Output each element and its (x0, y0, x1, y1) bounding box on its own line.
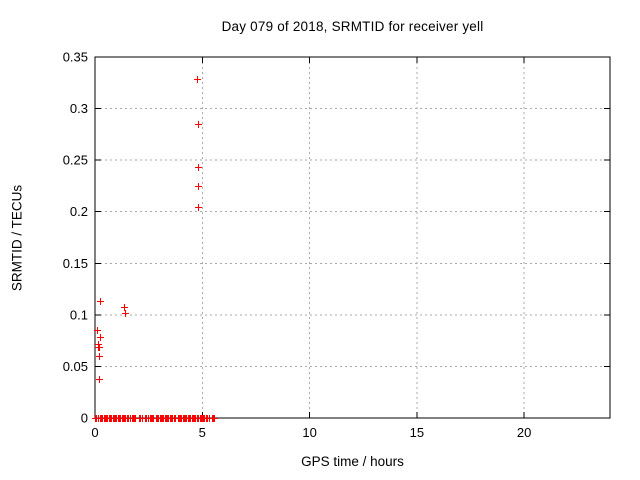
data-point-marker (195, 183, 202, 190)
y-tick-label: 0.2 (70, 204, 88, 219)
data-point-marker (195, 121, 202, 128)
y-tick-label: 0.05 (63, 359, 88, 374)
data-point-marker (121, 304, 128, 311)
x-tick-label: 20 (517, 425, 531, 440)
x-tick-label: 10 (302, 425, 316, 440)
data-point-marker (96, 353, 103, 360)
x-axis-label: GPS time / hours (301, 454, 404, 469)
data-point-marker (96, 376, 103, 383)
chart-title: Day 079 of 2018, SRMTID for receiver yel… (221, 19, 484, 34)
y-tick-label: 0.3 (70, 101, 88, 116)
data-point-marker (195, 204, 202, 211)
data-point-marker (96, 344, 103, 351)
data-point-marker (194, 76, 201, 83)
data-point-marker (94, 327, 101, 334)
x-tick-label: 0 (91, 425, 98, 440)
data-point-marker (97, 334, 104, 341)
x-tick-label: 5 (199, 425, 206, 440)
y-tick-label: 0.1 (70, 307, 88, 322)
y-tick-label: 0.35 (63, 50, 88, 65)
data-point-marker (195, 164, 202, 171)
data-point-marker (97, 298, 104, 305)
y-tick-label: 0 (81, 411, 88, 426)
data-point-marker (211, 415, 218, 422)
data-point-marker (122, 310, 129, 317)
x-tick-label: 15 (410, 425, 424, 440)
plot-border (94, 56, 611, 419)
y-tick-label: 0.25 (63, 153, 88, 168)
y-tick-label: 0.15 (63, 256, 88, 271)
